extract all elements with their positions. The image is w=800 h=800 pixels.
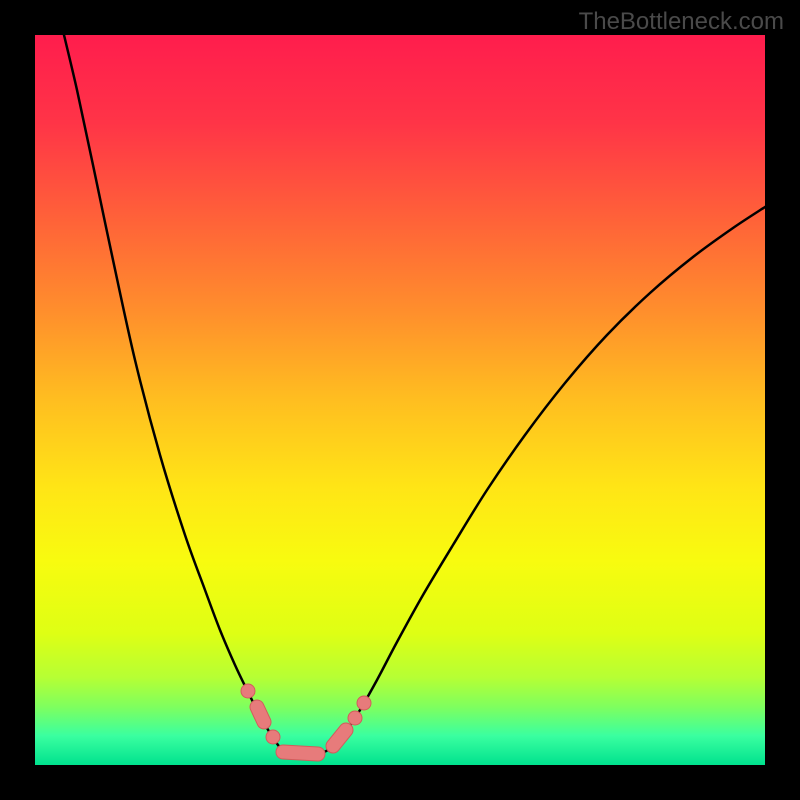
marker-dot	[266, 730, 280, 744]
bottleneck-chart	[35, 35, 765, 765]
marker-dot	[348, 711, 362, 725]
watermark-text: TheBottleneck.com	[579, 8, 784, 36]
marker-dot	[357, 696, 371, 710]
marker-pill	[276, 745, 326, 762]
marker-dot	[241, 684, 255, 698]
chart-container	[35, 35, 765, 765]
